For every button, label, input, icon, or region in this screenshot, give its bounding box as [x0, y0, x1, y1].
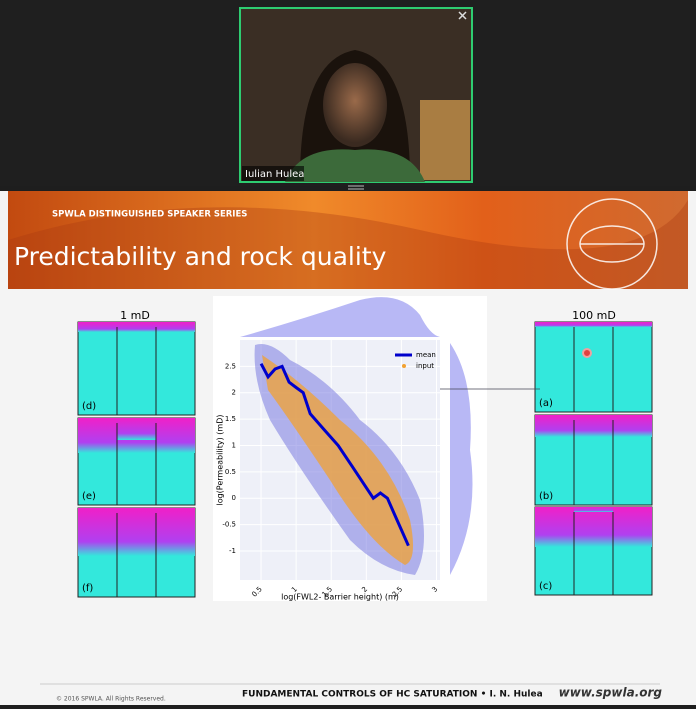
y-tick-label: 2.5 [225, 362, 236, 370]
panel-label: (c) [539, 581, 552, 592]
panel-label: (a) [539, 398, 553, 409]
panel [77, 321, 196, 416]
marker [582, 348, 592, 358]
copyright: © 2016 SPWLA. All Rights Reserved. [56, 696, 166, 703]
side-density [450, 343, 473, 575]
y-tick-label: -0.5 [222, 521, 236, 529]
panel-label: (e) [82, 491, 96, 502]
close-button[interactable] [458, 11, 467, 20]
y-tick-label: 2 [232, 389, 236, 397]
input-scatter [262, 355, 414, 565]
panel-label: (b) [539, 491, 553, 502]
series-title: SPWLA DISTINGUISHED SPEAKER SERIES [52, 210, 247, 220]
mean-line [259, 362, 410, 547]
x-axis-label: log(FWL2- Barrier height) (m) [281, 593, 399, 602]
x-tick-label: 3 [431, 585, 440, 594]
right-heading: 100 mD [572, 309, 616, 322]
y-tick-label: -1 [229, 547, 236, 555]
logo [566, 198, 658, 290]
talk-title: FUNDAMENTAL CONTROLS OF HC SATURATION • … [242, 690, 543, 700]
y-tick-label: 1.5 [225, 415, 236, 423]
panel-saturation [78, 508, 195, 556]
y-tick-label: 0 [232, 494, 236, 502]
x-tick-label: 2 [360, 585, 369, 594]
y-axis-label: log(Permeability) (mD) [216, 414, 225, 505]
panel-saturation [117, 418, 156, 440]
resize-handle[interactable] [348, 185, 364, 190]
video-tile[interactable]: Iulian Hulea [239, 7, 473, 183]
panel-saturation [535, 322, 652, 327]
legend: mean input [395, 351, 436, 370]
left-heading: 1 mD [120, 309, 150, 322]
panel-saturation [535, 507, 652, 547]
x-tick-label: 1 [290, 585, 299, 594]
legend-mean: mean [416, 351, 436, 359]
top-density [240, 297, 440, 337]
y-tick-label: 0.5 [225, 468, 236, 476]
website: www.spwla.org [559, 686, 663, 700]
panel-label: (d) [82, 401, 96, 412]
y-tick-label: 1 [232, 441, 236, 449]
participant-name: Iulian Hulea [245, 169, 304, 180]
slide-banner [8, 191, 688, 289]
banner-wave [8, 200, 688, 289]
panel-label: (f) [82, 583, 93, 594]
slide-title: Predictability and rock quality [14, 242, 387, 271]
panel-saturation [574, 507, 613, 512]
panel [534, 321, 653, 413]
panel-saturation [535, 415, 652, 437]
legend-input: input [416, 362, 434, 370]
panel-saturation [78, 322, 195, 332]
